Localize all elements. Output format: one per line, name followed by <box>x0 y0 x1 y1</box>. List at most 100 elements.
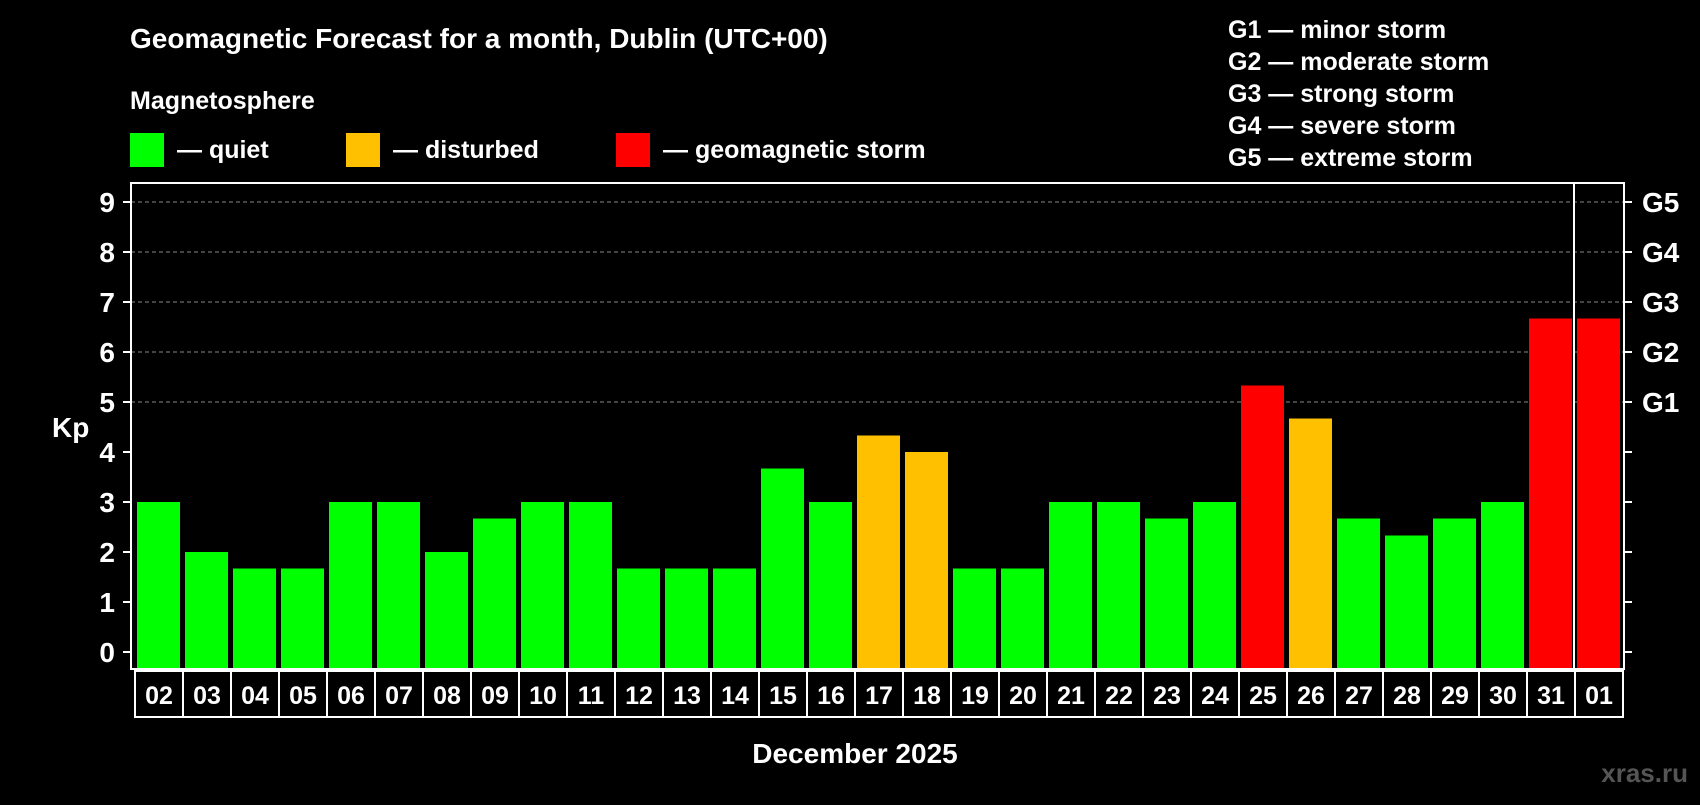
bar <box>1193 502 1236 668</box>
x-axis-date-cells: 02 03 04 05 06 07 08 09 10 11 12 13 14 15 16 17 18 19 20 21… <box>134 670 1624 718</box>
x-tick-label: 25 <box>1249 682 1277 710</box>
legend-title: Magnetosphere <box>130 87 315 115</box>
x-tick-label: 31 <box>1537 682 1565 710</box>
x-tick-label: 13 <box>673 682 701 710</box>
x-tick-label: 24 <box>1201 682 1229 710</box>
x-tick-label: 08 <box>433 682 461 710</box>
y-tick-label: 8 <box>99 237 115 268</box>
x-tick-label: 26 <box>1297 682 1325 710</box>
y-tick-label: 0 <box>99 637 115 668</box>
storm-level-item: G2 — moderate storm <box>1228 48 1489 76</box>
g-scale-label: G4 <box>1642 237 1680 268</box>
x-tick-cell <box>1574 670 1624 718</box>
plot-frame <box>130 182 1625 670</box>
x-tick-label: 18 <box>913 682 941 710</box>
x-tick-label: 12 <box>625 682 653 710</box>
storm-level-item: G4 — severe storm <box>1228 112 1456 140</box>
bar <box>1001 568 1044 668</box>
x-tick-label: 05 <box>289 682 317 710</box>
x-tick-label: 15 <box>769 682 797 710</box>
grid-lines <box>131 201 1624 403</box>
x-tick-label: 11 <box>578 682 605 710</box>
g-scale-label: G5 <box>1642 187 1679 218</box>
x-tick-label: 06 <box>337 682 365 710</box>
x-tick-label: 09 <box>481 682 509 710</box>
bar <box>761 468 804 668</box>
g-scale-label: G1 <box>1642 387 1679 418</box>
x-tick-label: 14 <box>721 682 749 710</box>
legend-swatch <box>346 133 380 167</box>
x-axis-label: December 2025 <box>752 738 957 769</box>
bars <box>137 318 1620 668</box>
legend-swatch <box>130 133 164 167</box>
bar <box>1529 318 1572 668</box>
bar <box>1049 502 1092 668</box>
y-tick-label: 2 <box>99 537 115 568</box>
legend-label: — geomagnetic storm <box>663 136 926 164</box>
legend-swatch <box>616 133 650 167</box>
bar <box>1289 418 1332 668</box>
x-tick-label: 27 <box>1345 682 1373 710</box>
axis-ticks: 0 1 2 3 4 5 6 7 8 9 G1 G2 G3 G4 G5 <box>99 187 1679 668</box>
bar <box>185 552 228 668</box>
bar <box>1241 385 1284 668</box>
x-tick-label: 20 <box>1009 682 1037 710</box>
color-legend: — quiet — disturbed — geomagnetic storm <box>130 133 926 167</box>
y-tick-label: 5 <box>99 387 115 418</box>
x-tick-label: 23 <box>1153 682 1181 710</box>
storm-level-item: G5 — extreme storm <box>1228 144 1473 172</box>
x-tick-label: 17 <box>865 682 893 710</box>
bar <box>1145 518 1188 668</box>
bar <box>1337 518 1380 668</box>
bar <box>281 568 324 668</box>
bar <box>1385 535 1428 668</box>
x-tick-label: 28 <box>1393 682 1421 710</box>
x-tick-label: 04 <box>241 682 269 710</box>
x-tick-label: 16 <box>817 682 845 710</box>
y-tick-label: 7 <box>99 287 115 318</box>
g-scale-label: G3 <box>1642 287 1679 318</box>
bar <box>1097 502 1140 668</box>
x-tick-label: 19 <box>961 682 989 710</box>
chart-title: Geomagnetic Forecast for a month, Dublin… <box>130 23 828 54</box>
x-tick-label: 22 <box>1105 682 1133 710</box>
x-tick-label: 10 <box>529 682 557 710</box>
y-tick-label: 9 <box>99 187 115 218</box>
bar <box>521 502 564 668</box>
y-tick-label: 1 <box>99 587 115 618</box>
bar <box>473 518 516 668</box>
bar <box>329 502 372 668</box>
x-tick-label: 03 <box>193 682 221 710</box>
bar <box>713 568 756 668</box>
x-tick-label: 02 <box>145 682 173 710</box>
watermark: xras.ru <box>1601 758 1688 788</box>
bar <box>1577 318 1620 668</box>
x-tick-label: 01 <box>1585 682 1613 710</box>
bar <box>377 502 420 668</box>
bar <box>425 552 468 668</box>
bar <box>1433 518 1476 668</box>
x-tick-label: 29 <box>1441 682 1469 710</box>
legend-label: — quiet <box>177 136 269 164</box>
x-tick-label: 21 <box>1057 682 1085 710</box>
g-scale-label: G2 <box>1642 337 1679 368</box>
x-tick-label: 30 <box>1489 682 1517 710</box>
legend-label: — disturbed <box>393 136 539 164</box>
bar <box>953 568 996 668</box>
bar <box>617 568 660 668</box>
y-tick-label: 4 <box>99 437 115 468</box>
y-axis-label: Kp <box>52 412 89 443</box>
x-tick-label: 07 <box>385 682 413 710</box>
bar <box>809 502 852 668</box>
bar <box>233 568 276 668</box>
bar <box>1481 502 1524 668</box>
storm-level-legend: G1 — minor storm G2 — moderate storm G3 — … <box>1228 16 1489 172</box>
storm-level-item: G1 — minor storm <box>1228 16 1446 44</box>
bar <box>665 568 708 668</box>
bar <box>569 502 612 668</box>
bar <box>857 435 900 668</box>
storm-level-item: G3 — strong storm <box>1228 80 1454 108</box>
y-tick-label: 3 <box>99 487 115 518</box>
bar <box>137 502 180 668</box>
